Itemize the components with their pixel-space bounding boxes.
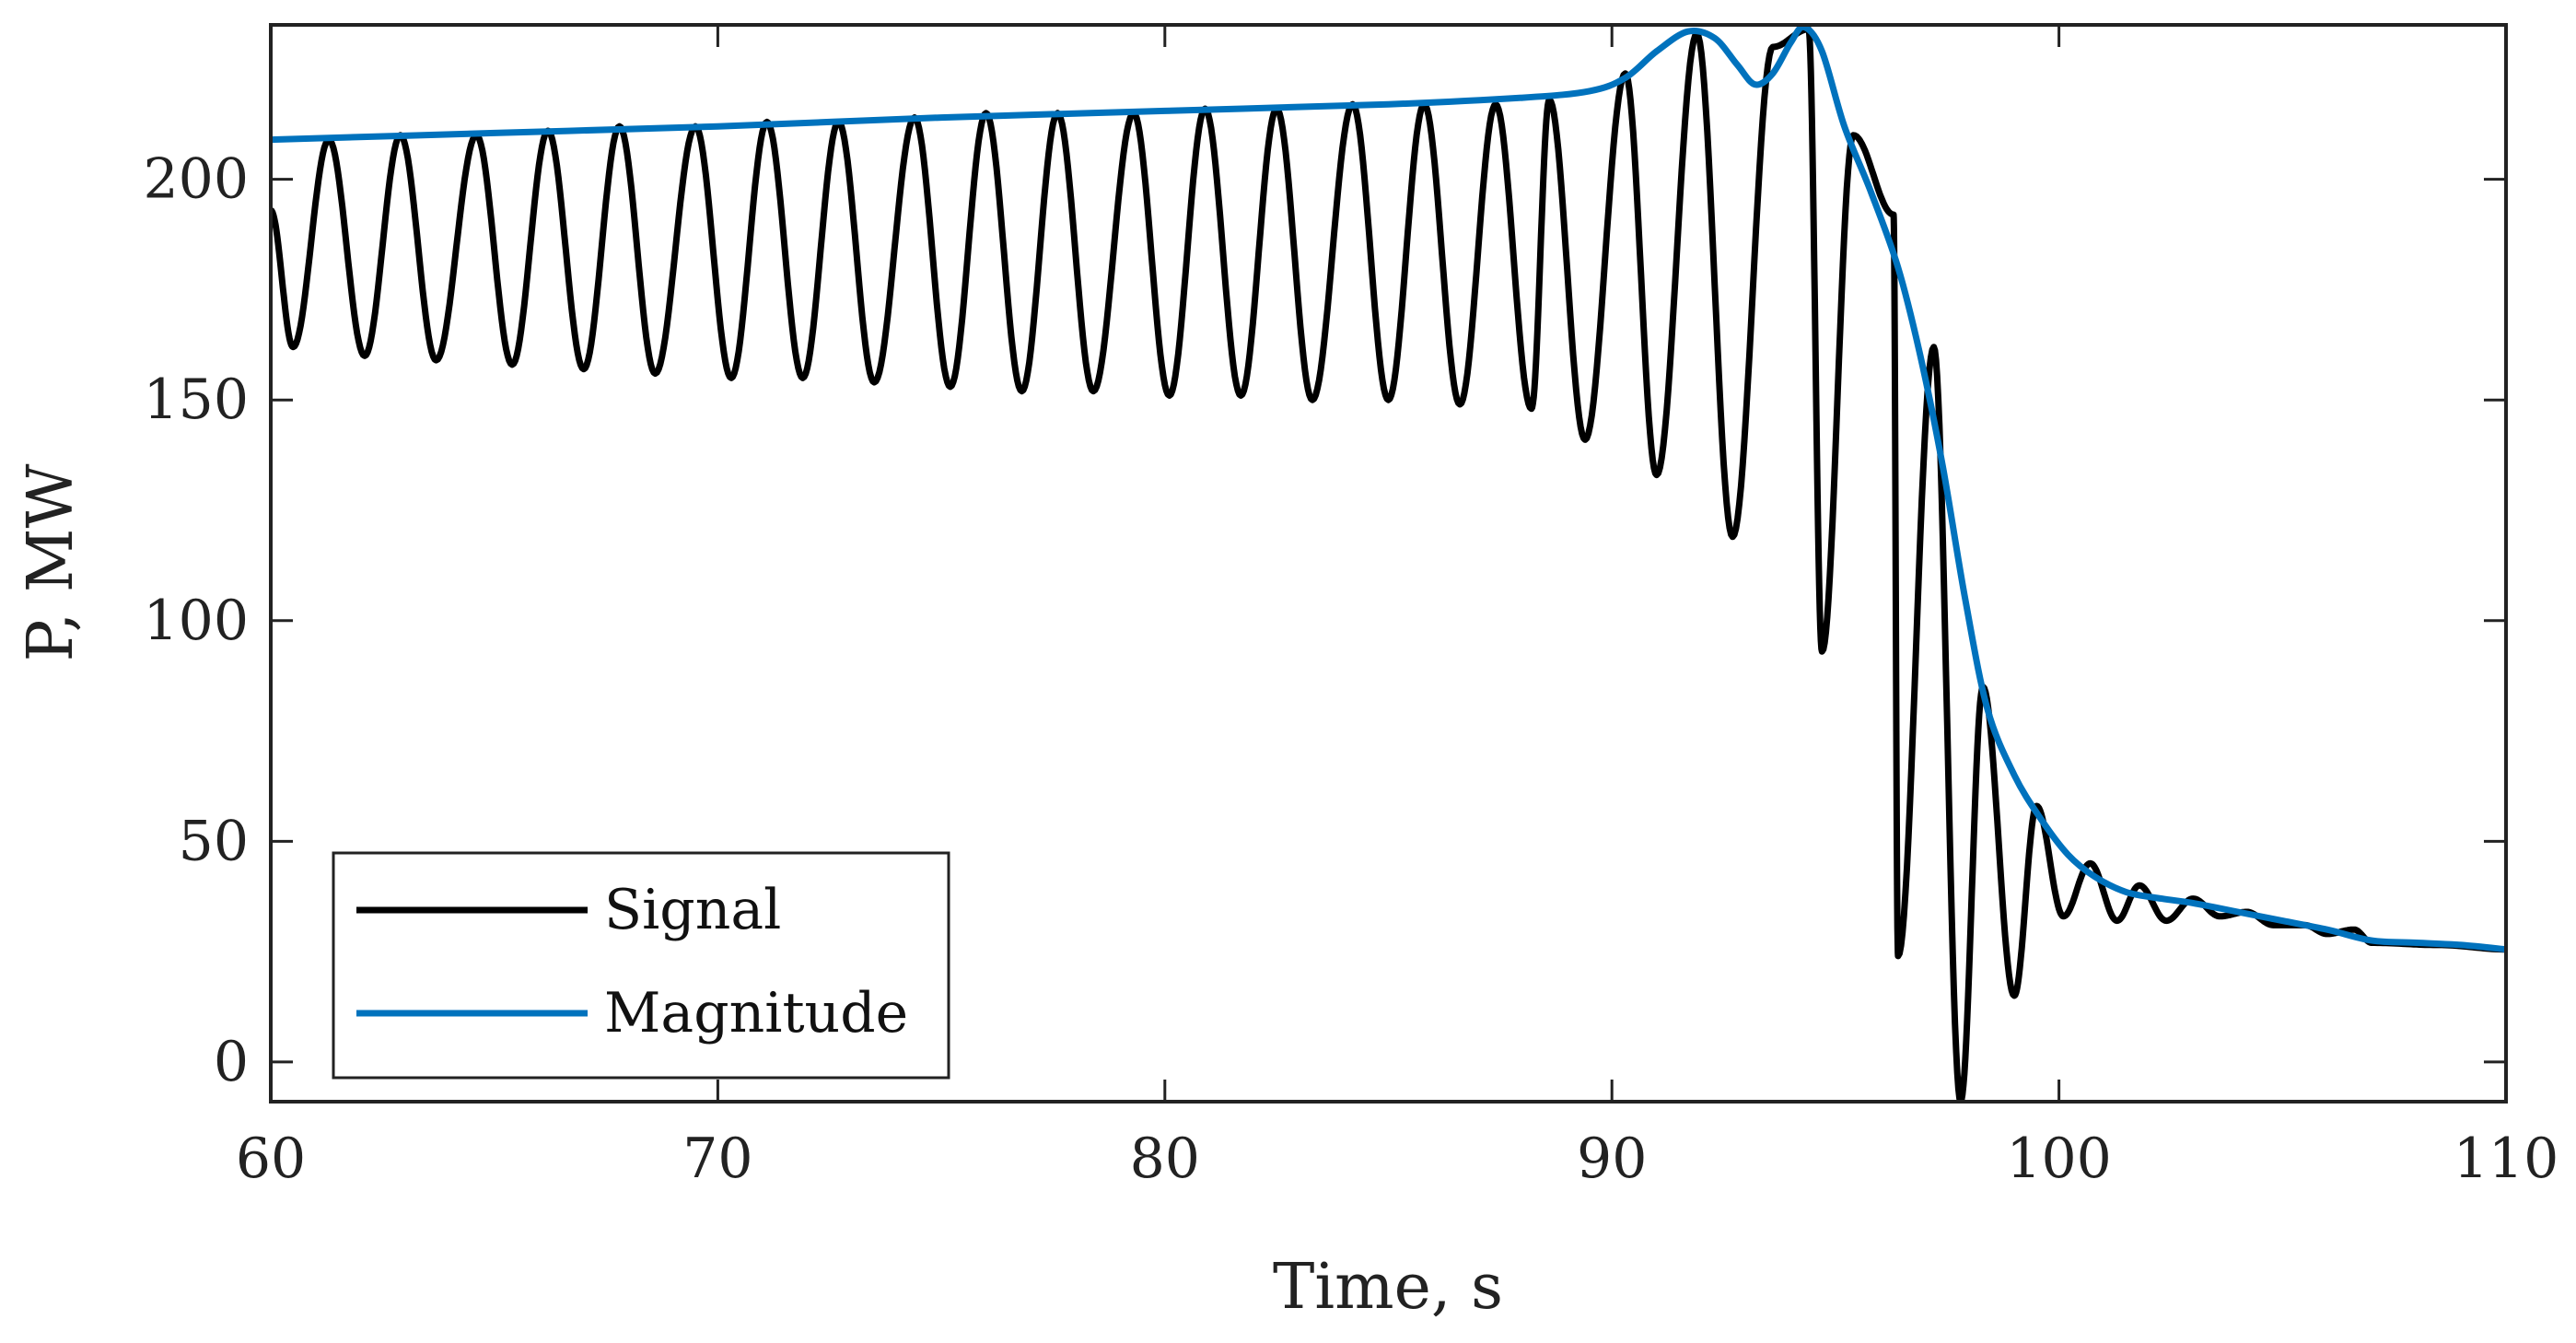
x-tick-label: 70 bbox=[682, 1127, 752, 1191]
y-axis-label: P, MW bbox=[15, 464, 87, 662]
legend: Signal Magnitude bbox=[332, 851, 950, 1080]
legend-signal-label: Signal bbox=[604, 878, 781, 942]
legend-box bbox=[332, 851, 950, 1080]
plot-frame bbox=[269, 23, 2508, 1104]
y-tick-label: 50 bbox=[179, 809, 249, 873]
x-tick-label: 90 bbox=[1577, 1127, 1647, 1191]
legend-magnitude-label: Magnitude bbox=[604, 981, 908, 1045]
x-axis-label: Time, s bbox=[1273, 1251, 1503, 1324]
x-tick-label: 110 bbox=[2454, 1127, 2559, 1191]
y-tick-label: 150 bbox=[143, 368, 249, 432]
x-tick-label: 100 bbox=[2006, 1127, 2112, 1191]
tick-layer: 60 70 80 90 100 110 0 50 100 150 200 bbox=[143, 25, 2559, 1191]
y-tick-label: 100 bbox=[143, 589, 249, 653]
series-magnitude-line bbox=[271, 25, 2506, 953]
series-signal-line bbox=[271, 26, 2506, 1102]
series-layer bbox=[271, 25, 2506, 1102]
x-tick-label: 60 bbox=[236, 1127, 306, 1191]
y-tick-label: 0 bbox=[214, 1030, 249, 1094]
x-tick-label: 80 bbox=[1130, 1127, 1200, 1191]
y-tick-label: 200 bbox=[143, 147, 249, 212]
